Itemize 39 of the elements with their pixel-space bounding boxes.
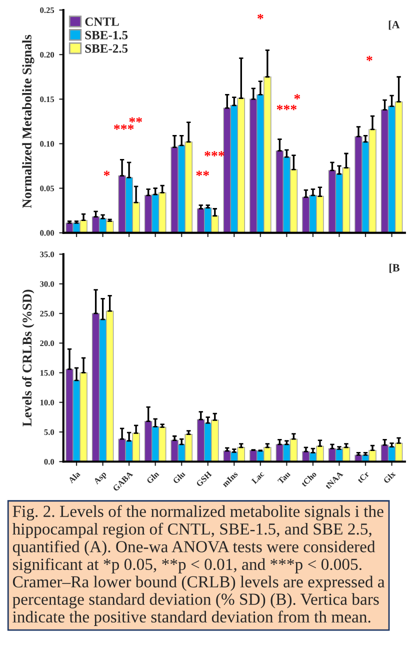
- annotation: **: [196, 170, 209, 176]
- annotation: *: [258, 14, 264, 20]
- y-tick-label: 0.10: [40, 141, 54, 147]
- y-tick-label: 15.0: [40, 370, 54, 376]
- y-tick-label: 0.15: [40, 96, 54, 102]
- x-tick-label: Glu: [172, 470, 186, 484]
- y-tick-label: 35.0: [40, 252, 54, 258]
- y-tick-label: 10.0: [40, 400, 54, 406]
- y-tick-label: 0.00: [40, 230, 54, 236]
- y-axis-title: Normalized Metabolite Signals: [22, 34, 34, 208]
- y-tick-label: 0.20: [40, 52, 54, 58]
- x-tick-label: tCr: [356, 470, 370, 484]
- annotation: *: [366, 56, 372, 62]
- x-tick-label: Glx: [382, 470, 396, 484]
- y-tick-label: 5.0: [44, 429, 54, 435]
- x-tick-label: Tau: [277, 471, 291, 484]
- x-tick-label: Asp: [93, 471, 108, 486]
- y-tick-label: 30.0: [40, 281, 54, 287]
- y-tick-label: 25.0: [40, 310, 54, 316]
- annotation: [B: [390, 264, 400, 273]
- y-tick-label: 0.25: [40, 7, 54, 14]
- caption: Fig. 2. Levels of the normalized metabolite signals i the hippocampal region of CNTL, SBE-1.5, and SBE 2.5, quantified (A). One-wa ANOVA tests were considered significant at *p 0.05, **p < 0.01, and ***p < 0.005. Cramer–Ra lower bound (CRLB) levels are expressed a percentage standard deviation (% SD) (B). Vertica bars indicate the positive standard deviation from th mean.: [12, 505, 385, 626]
- x-tick-label: tCho: [300, 470, 317, 488]
- y-tick-label: 0.05: [40, 186, 54, 192]
- y-tick-label: 20.0: [40, 340, 54, 346]
- annotation: *: [294, 94, 300, 100]
- legend-label: SBE-1.5: [85, 30, 128, 40]
- y-tick-label: 0.0: [44, 458, 54, 465]
- x-tick-label: Lac: [251, 471, 264, 484]
- annotation: *: [104, 170, 110, 176]
- annotation: **: [129, 117, 142, 123]
- x-tick-label: Ala: [68, 470, 81, 484]
- legend-label: CNTL: [85, 18, 119, 26]
- y-axis-title: Levels of CRLBs (%SD): [22, 290, 34, 426]
- legend-label: SBE-2.5: [85, 44, 128, 53]
- x-tick-label: Gln: [146, 470, 160, 484]
- annotation: ***: [276, 104, 297, 110]
- annotation: ***: [114, 124, 134, 130]
- annotation: [A: [388, 20, 400, 30]
